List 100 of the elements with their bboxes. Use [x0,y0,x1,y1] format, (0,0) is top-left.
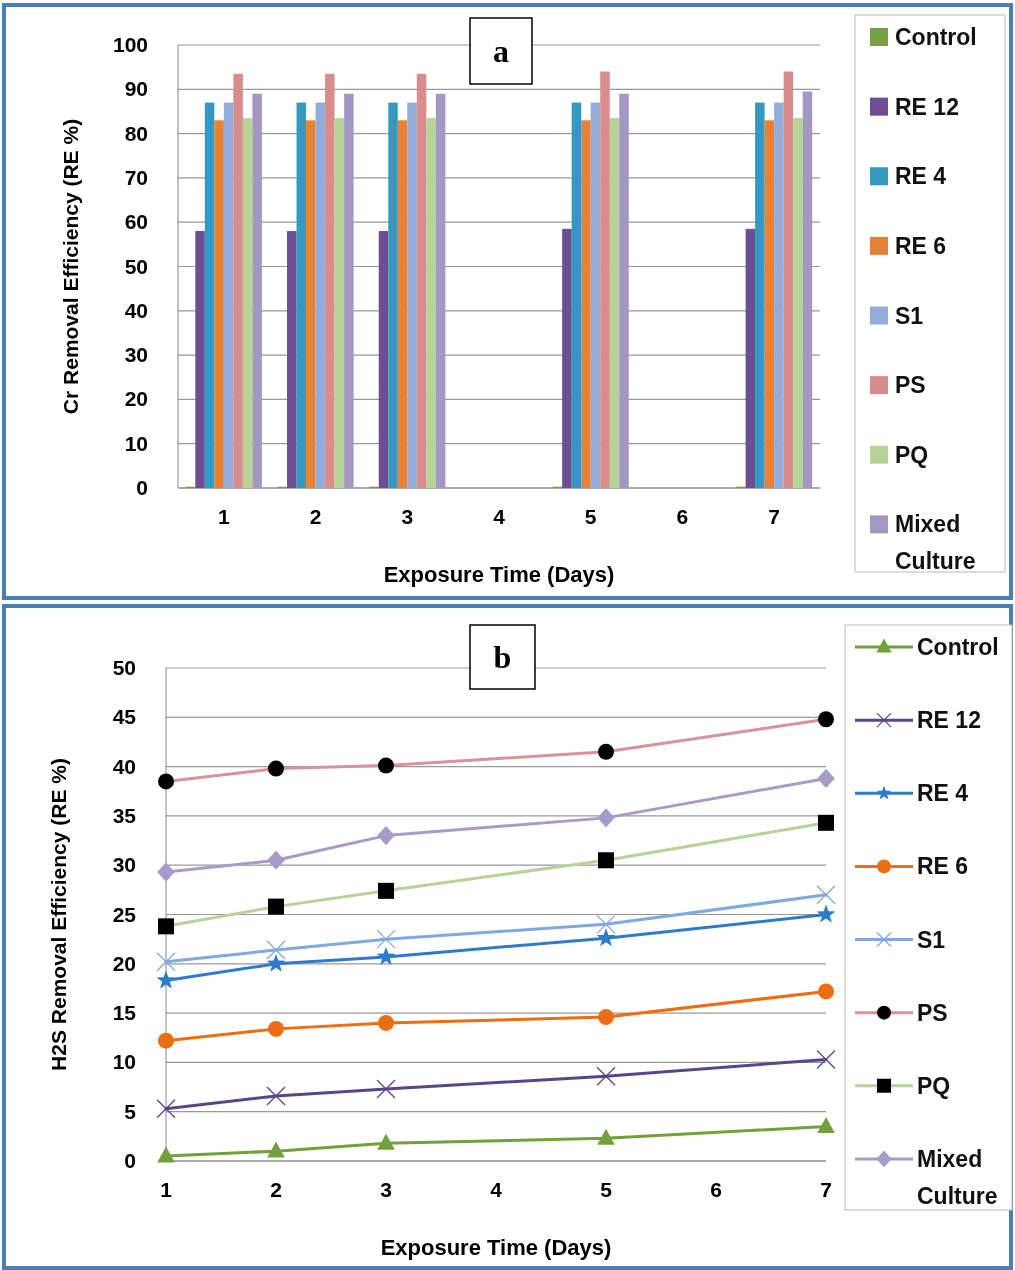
bar [287,231,297,488]
point [157,1146,175,1163]
bar [378,231,389,488]
legend-label: PQ [895,441,929,468]
point [378,757,394,774]
bar [590,102,601,488]
x-tick-label: 2 [270,1178,282,1201]
bar [306,120,316,488]
y-tick-label: 20 [112,951,136,975]
bar [242,118,253,488]
y-tick-label: 40 [124,298,148,322]
bar [571,102,582,488]
point [817,1116,835,1133]
bar [344,93,354,488]
bar [609,118,620,488]
x-tick-label: 5 [600,1178,613,1201]
y-tick-label: 0 [124,1149,136,1172]
bar [802,91,813,488]
legend-label: Control [895,24,977,50]
y-axis-title: H2S Removal Efficiency (RE %) [47,758,70,1071]
bar [223,102,234,488]
y-tick-label: 50 [124,254,148,278]
y-tick-label: 45 [112,705,137,729]
point [597,1128,615,1145]
x-axis-title: Exposure Time (Days) [383,562,615,587]
y-axis-title: Cr Removal Efficiency (RE %) [59,118,82,415]
legend-label: RE 12 [917,707,981,734]
point [596,914,616,935]
point [266,953,286,972]
bar [745,228,756,488]
y-tick-label: 5 [124,1099,137,1123]
point [158,918,174,935]
point [156,952,176,972]
legend-label: RE 6 [917,853,969,880]
bar [774,102,784,488]
point [596,1066,616,1086]
point [158,773,174,790]
point [376,947,396,965]
x-tick-label: 7 [768,505,780,528]
point [267,850,285,870]
bar [793,118,803,488]
x-tick-label: 6 [676,505,689,528]
x-tick-label: 4 [490,1178,503,1201]
bar [581,120,591,488]
point [596,928,616,947]
x-tick-label: 1 [160,1178,173,1201]
legend-label: S1 [895,302,924,329]
point [156,970,176,989]
legend-label: PS [917,999,948,1026]
bar [296,102,307,488]
bar [214,120,224,488]
bar [195,231,205,488]
bar [764,120,775,488]
x-axis-title: Exposure Time (Days) [380,1235,612,1260]
point [377,826,395,846]
x-tick-label: 5 [584,505,597,528]
point [266,1086,286,1106]
bar [426,118,436,488]
y-tick-label: 100 [112,33,148,56]
bar [325,73,335,488]
y-tick-label: 80 [124,121,148,145]
legend-label: Control [917,634,999,660]
point [156,1099,176,1119]
legend-label: RE 4 [917,780,969,807]
annotation: a [493,33,509,69]
y-tick-label: 40 [112,754,136,778]
x-tick-label: 1 [218,505,231,528]
legend-label: RE 4 [895,163,947,190]
y-tick-label: 10 [124,431,148,455]
legend-label: PQ [917,1072,951,1099]
x-tick-label: 3 [380,1178,392,1201]
point [268,1020,284,1037]
point [818,711,834,728]
point [267,1141,285,1158]
point [818,983,834,1000]
x-tick-label: 2 [309,505,322,528]
bar [600,71,610,488]
bar [783,71,794,488]
y-tick-label: 0 [136,476,148,499]
y-tick-label: 10 [112,1050,136,1074]
legend-label: Mixed Culture [917,1145,998,1209]
point [817,768,835,789]
point [266,940,286,960]
y-tick-label: 25 [112,902,137,926]
bar [388,102,398,488]
legend-label: RE 6 [895,232,947,259]
bar [233,73,243,488]
bar [334,118,345,488]
point [597,808,615,828]
y-tick-label: 70 [124,165,148,189]
bar [562,228,572,488]
y-tick-label: 15 [112,1001,137,1025]
point [378,882,394,899]
point [376,1079,396,1099]
y-tick-label: 35 [112,803,137,827]
point [378,1014,394,1031]
y-tick-label: 90 [124,77,148,101]
point [598,743,614,760]
y-tick-label: 60 [124,210,148,234]
point [816,885,836,905]
